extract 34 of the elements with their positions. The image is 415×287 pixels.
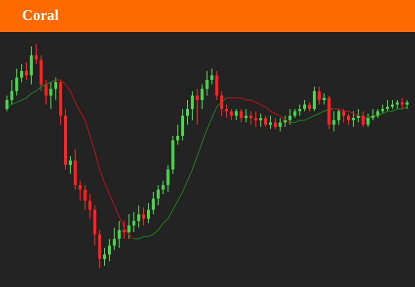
candlestick: [215, 70, 218, 101]
candlestick: [303, 100, 306, 112]
candlestick: [112, 227, 116, 251]
candlestick: [103, 247, 106, 266]
chart-title: Coral: [0, 0, 415, 32]
candlestick: [206, 70, 209, 96]
candlestick: [10, 79, 14, 106]
candlestick: [44, 79, 48, 106]
candlestick: [30, 46, 33, 85]
candlestick: [5, 95, 8, 112]
candlestick: [54, 77, 58, 101]
candlestick: [118, 220, 121, 248]
candlestick: [68, 156, 72, 174]
candlestick: [108, 238, 111, 262]
candlestick: [78, 180, 82, 202]
candlestick: [210, 68, 214, 85]
candlestick: [298, 104, 302, 116]
candlestick: [356, 108, 360, 123]
candlestick: [366, 112, 370, 128]
candlestick: [24, 62, 28, 80]
candlestick: [34, 44, 38, 65]
candlestick: [88, 194, 92, 220]
candlestick: [312, 86, 316, 112]
candlestick: [332, 110, 336, 132]
candlestick: [347, 112, 350, 126]
candlestick: [337, 108, 340, 126]
candlestick: [371, 108, 374, 121]
candlestick: [318, 86, 321, 106]
candlestick: [20, 64, 24, 83]
candlestick: [127, 214, 130, 240]
candlestick: [49, 82, 52, 110]
candlestick: [84, 184, 87, 210]
candlestick: [362, 110, 365, 128]
candlestick: [15, 68, 18, 96]
